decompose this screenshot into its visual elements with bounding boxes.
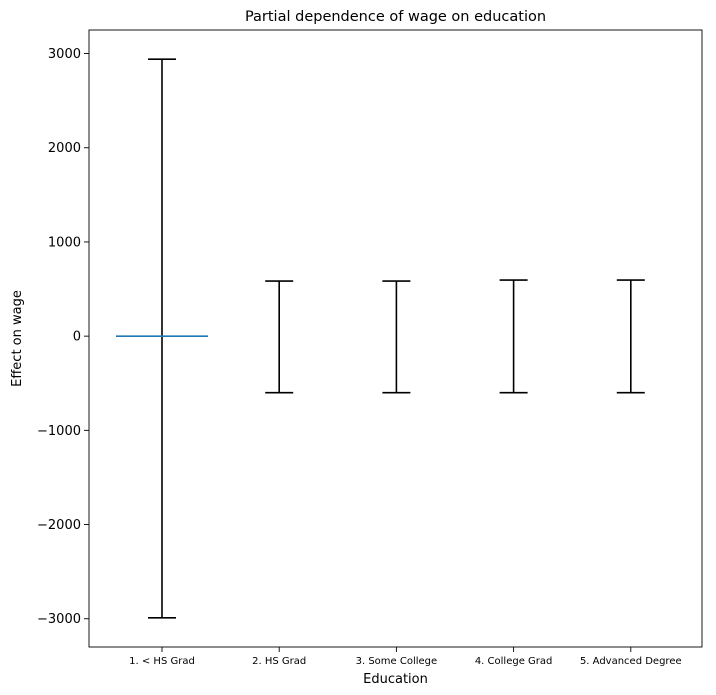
x-axis: 1. < HS Grad 2. HS Grad 3. Some College 4. …: [129, 647, 682, 667]
x-tick-label-4: 4. College Grad: [475, 656, 553, 667]
y-tick-label-2: −1000: [37, 424, 81, 439]
x-tick-label-1: 1. < HS Grad: [129, 656, 195, 667]
x-tick-label-3: 3. Some College: [356, 656, 438, 667]
x-tick-label-5: 5. Advanced Degree: [580, 656, 682, 667]
plot-frame: [88, 29, 703, 648]
y-axis-label: Effect on wage: [10, 290, 25, 387]
y-tick-label-3: 0: [73, 330, 81, 345]
y-tick-label-1: −2000: [37, 518, 81, 533]
x-tick-label-2: 2. HS Grad: [252, 656, 306, 667]
y-tick-label-6: 3000: [48, 47, 81, 62]
y-tick-label-0: −3000: [37, 612, 81, 627]
y-axis: −3000 −2000 −1000 0 1000 2000 3000: [37, 47, 89, 627]
y-tick-label-4: 1000: [48, 235, 81, 250]
x-axis-label: Education: [363, 672, 428, 687]
y-tick-label-5: 2000: [48, 141, 81, 156]
chart-title: Partial dependence of wage on education: [245, 9, 546, 25]
plot-area: [89, 30, 702, 647]
chart-marks: [116, 58, 645, 619]
